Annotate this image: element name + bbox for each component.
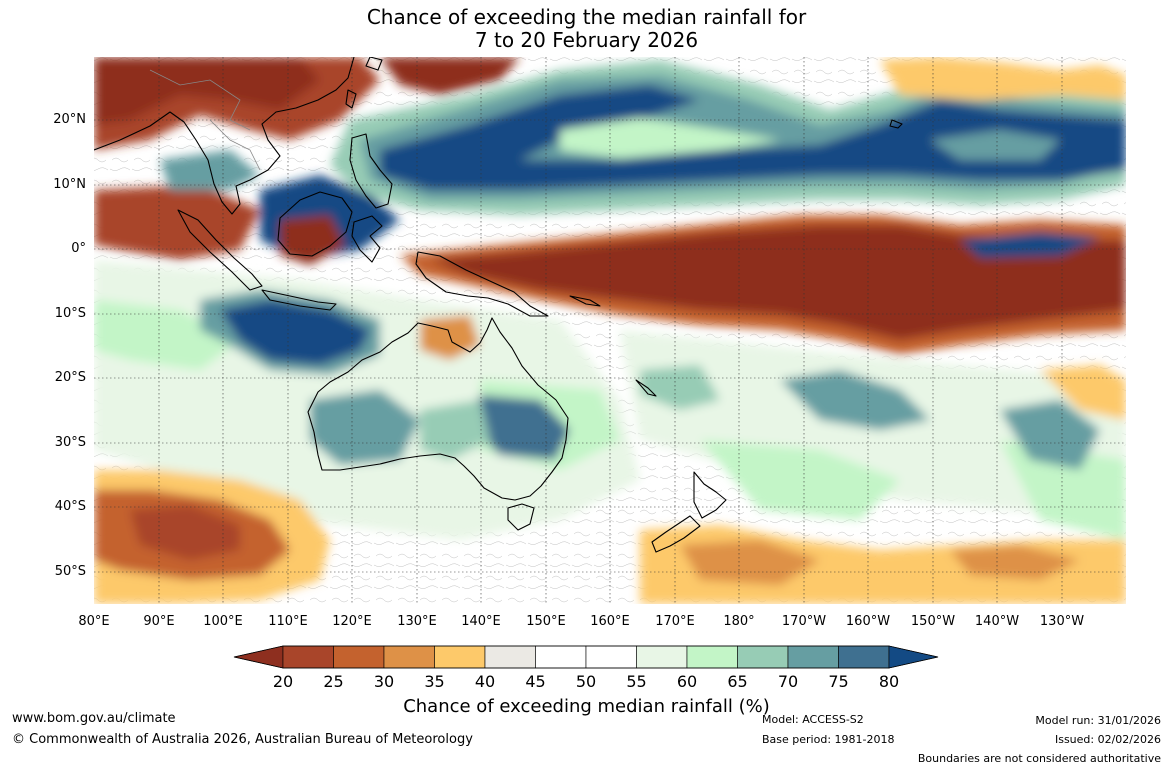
hawaii-coastline [889, 119, 903, 129]
lon-label-90e: 90°E [143, 614, 175, 629]
taiwan-coastline [345, 89, 357, 109]
lon-label-120e: 120°E [332, 614, 372, 629]
legend-swatch-50-55 [585, 645, 637, 669]
lat-label-50s: 50°S [54, 564, 86, 579]
rainfall-fields [94, 57, 1126, 604]
map-area [94, 57, 1126, 604]
legend-swatch-45-50 [535, 645, 587, 669]
sulawesi-coastline [351, 215, 383, 263]
new-zealand-north-coastline [693, 471, 727, 519]
base-period: Base period: 1981-2018 [762, 733, 895, 746]
borneo-coastline [277, 191, 353, 257]
lon-label-130w: 130°W [1039, 614, 1085, 629]
legend-tick-50: 50 [575, 672, 597, 691]
new-guinea-coastline [415, 251, 549, 317]
map-title-line1: Chance of exceeding the median rainfall … [366, 5, 807, 29]
legend-swatch-30-35 [383, 645, 435, 669]
lat-label-40s: 40°S [54, 499, 86, 514]
boundaries-disclaimer: Boundaries are not considered authoritat… [917, 752, 1161, 765]
legend-swatch-20-25 [282, 645, 334, 669]
legend-tick-30: 30 [373, 672, 395, 691]
legend-tick-35: 35 [424, 672, 445, 691]
australia-coastline [307, 317, 569, 501]
legend-colorbar [233, 645, 939, 669]
lat-label-0: 0° [71, 241, 86, 256]
legend-swatch-above-80 [888, 645, 939, 669]
legend-tick-45: 45 [525, 672, 546, 691]
philippines-coastline [349, 133, 393, 209]
coastlines [94, 57, 903, 553]
lon-label-80e: 80°E [78, 614, 110, 629]
java-coastline [261, 289, 337, 311]
legend-tick-70: 70 [777, 672, 799, 691]
lon-label-170w: 170°W [781, 614, 827, 629]
sumatra-coastline [177, 209, 263, 291]
lat-label-10n: 10°N [53, 177, 86, 192]
legend-tick-75: 75 [828, 672, 849, 691]
solomon-islands-coastline [569, 295, 601, 307]
legend-swatch-75-80 [838, 645, 890, 669]
region-north-pacific-wet [380, 85, 1126, 190]
legend-swatch-35-40 [434, 645, 486, 669]
country-borders [149, 69, 261, 171]
lon-label-150w: 150°W [910, 614, 956, 629]
legend-swatch-40-45 [484, 645, 536, 669]
legend-tick-80: 80 [878, 672, 900, 691]
lon-label-160e: 160°E [590, 614, 630, 629]
legend-tick-60: 60 [676, 672, 698, 691]
region-equatorial-dry [430, 225, 1126, 340]
legend-swatch-25-30 [333, 645, 385, 669]
legend-tick-20: 20 [272, 672, 294, 691]
new-caledonia-coastline [635, 379, 657, 397]
legend-tick-55: 55 [626, 672, 647, 691]
copyright-text: © Commonwealth of Australia 2026, Austra… [12, 732, 473, 747]
lon-label-160w: 160°W [845, 614, 891, 629]
lon-label-140e: 140°E [461, 614, 501, 629]
tasmania-coastline [507, 503, 535, 531]
mainland-asia-coastline [94, 57, 355, 215]
graticule [94, 57, 1126, 604]
japan-coastline [365, 57, 383, 71]
lon-label-150e: 150°E [526, 614, 566, 629]
lat-label-20n: 20°N [53, 112, 86, 127]
lon-label-170e: 170°E [655, 614, 695, 629]
issued-date: Issued: 02/02/2026 [1054, 733, 1161, 746]
lat-label-20s: 20°S [54, 370, 86, 385]
region-nw-australia-wet [220, 300, 370, 365]
lon-label-110e: 110°E [268, 614, 308, 629]
legend-swatch-55-60 [636, 645, 688, 669]
new-zealand-south-coastline [651, 515, 701, 553]
region-wa-wet [310, 390, 420, 465]
legend-tick-65: 65 [727, 672, 748, 691]
legend-swatch-below-20 [233, 645, 284, 669]
legend-outline [233, 645, 939, 669]
website-link[interactable]: www.bom.gov.au/climate [12, 711, 176, 726]
lat-label-30s: 30°S [54, 435, 86, 450]
region-qld-wet [470, 395, 570, 460]
region-indian-ocean-dry [94, 185, 260, 260]
lon-label-100e: 100°E [203, 614, 243, 629]
map-title-line2: 7 to 20 February 2026 [474, 28, 699, 52]
model-run-date: Model run: 31/01/2026 [1035, 714, 1161, 727]
lon-label-130e: 130°E [397, 614, 437, 629]
lat-label-10s: 10°S [54, 306, 86, 321]
legend-swatch-70-75 [787, 645, 839, 669]
lon-label-140w: 140°W [974, 614, 1020, 629]
legend-tick-40: 40 [474, 672, 496, 691]
lon-label-180: 180° [723, 614, 755, 629]
legend-title: Chance of exceeding median rainfall (%) [403, 696, 770, 717]
legend-swatch-60-65 [686, 645, 738, 669]
model-name: Model: ACCESS-S2 [762, 713, 864, 726]
legend-tick-25: 25 [323, 672, 344, 691]
legend-swatch-65-70 [737, 645, 789, 669]
